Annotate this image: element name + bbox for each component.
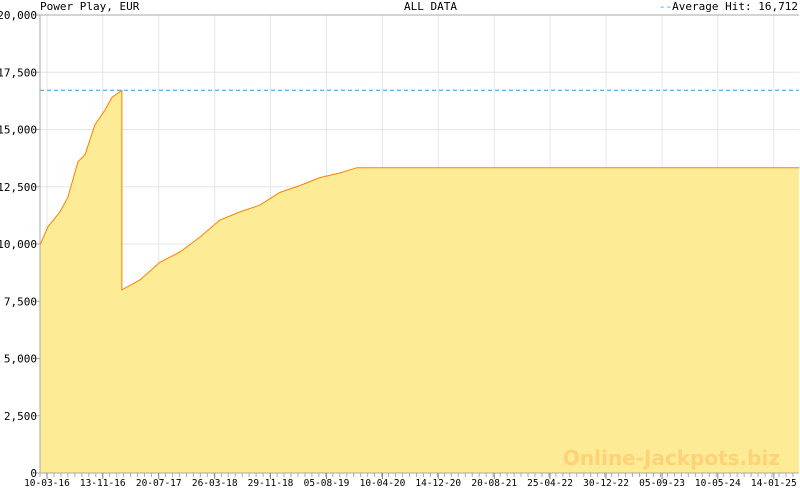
y-tick-label: 10,000: [0, 238, 37, 251]
x-tick-label: 14-01-25: [751, 478, 797, 489]
x-tick-label: 10-04-20: [360, 478, 406, 489]
x-tick-label: 10-05-24: [695, 478, 741, 489]
watermark: Online-Jackpots.biz: [563, 446, 780, 470]
y-tick-label: 2,500: [4, 410, 37, 423]
range-label: ALL DATA: [404, 0, 457, 13]
chart-title: Power Play, EUR: [40, 0, 140, 13]
x-tick-label: 30-12-22: [583, 478, 629, 489]
legend-marker: --: [658, 0, 673, 13]
x-tick-label: 10-03-16: [24, 478, 70, 489]
x-tick-label: 26-03-18: [192, 478, 238, 489]
y-tick-label: 20,000: [0, 9, 37, 22]
legend: --Average Hit: 16,712: [659, 0, 798, 13]
series-line: [39, 89, 799, 291]
y-tick-label: 5,000: [4, 353, 37, 366]
x-tick-label: 29-11-18: [248, 478, 294, 489]
x-tick-label: 20-08-21: [471, 478, 517, 489]
x-tick-label: 25-04-22: [527, 478, 573, 489]
y-tick-label: 0: [30, 467, 37, 480]
y-tick-label: 17,500: [0, 66, 37, 79]
legend-label: Average Hit: 16,712: [672, 0, 798, 13]
y-tick-label: 7,500: [4, 295, 37, 308]
x-tick-label: 05-08-19: [304, 478, 350, 489]
series-area: [40, 90, 799, 474]
y-tick-label: 12,500: [0, 181, 37, 194]
x-tick-label: 20-07-17: [136, 478, 182, 489]
x-tick-label: 14-12-20: [415, 478, 461, 489]
x-tick-label: 13-11-16: [80, 478, 126, 489]
x-tick-label: 05-09-23: [639, 478, 685, 489]
y-tick-label: 15,000: [0, 124, 37, 137]
